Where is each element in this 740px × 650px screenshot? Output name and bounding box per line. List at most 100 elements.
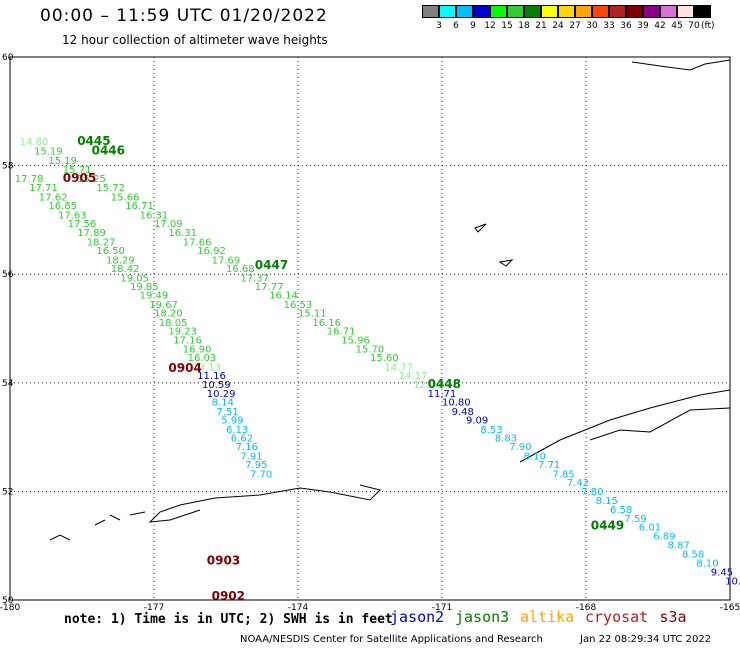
legend-label: 9 [470,21,476,31]
pass-time-label: 0448 [428,377,461,391]
legend-label: 27 [569,21,581,31]
legend-swatch [694,5,711,18]
swh-value: 9.45 [711,568,733,579]
swh-value: 15.70 [356,344,385,355]
pass-time-label: 0449 [591,518,624,532]
legend-label: 70 [688,21,700,31]
legend-label: 6 [453,21,459,31]
legend-swatch [592,5,609,18]
satellite-name: cryosat [585,608,649,626]
legend-label: 36 [620,21,632,31]
pass-time-label: 0446 [92,144,125,158]
swh-value: 15.60 [370,353,399,364]
swh-value: 16.71 [125,201,154,212]
lon-tick-label: -177 [144,603,164,613]
swh-value: 15.66 [111,192,140,203]
swh-value: 8.58 [682,550,704,561]
swh-value: 8.87 [668,540,690,551]
swh-value: 19.49 [140,291,169,302]
pribilof-islands [474,223,514,267]
swh-value: 8.15 [596,496,618,507]
legend-label: 21 [535,21,547,31]
chart-title: 00:00 – 11:59 UTC 01/20/2022 [40,6,328,26]
legend-label: 18 [518,21,530,31]
swh-value: 9.48 [452,407,474,418]
pass-time-label: 0905 [63,171,96,185]
swh-value: 15.72 [96,183,125,194]
swh-value: 11.71 [428,389,457,400]
legend-label: 24 [552,21,564,31]
swh-value: 17.77 [255,282,284,293]
swh-value: 17.62 [39,192,68,203]
swh-value: 15.96 [341,336,370,347]
lat-tick-label: 54 [2,379,14,389]
swh-value: 6.58 [610,505,632,516]
legend-swatch [609,5,626,18]
legend-swatch [541,5,558,18]
swh-value: 16.53 [284,300,313,311]
swh-value: 17.71 [29,183,58,194]
lat-tick-label: 52 [2,487,13,497]
lon-tick-label: -174 [288,603,309,613]
legend-swatch [575,5,592,18]
pass-time-label: 0902 [212,589,245,603]
legend-swatch [643,5,660,18]
swh-value: 10.76 [725,576,740,587]
footer-timestamp: Jan 22 08:29:34 UTC 2022 [580,634,712,645]
lat-tick-label: 56 [2,270,14,280]
swh-value: 18.20 [154,309,183,320]
satellite-name: altika [520,608,575,626]
swh-value: 6.01 [639,522,661,533]
chart-subtitle: 12 hour collection of altimeter wave hei… [62,33,328,47]
lat-tick-label: 50 [2,596,14,606]
legend-swatch [456,5,473,18]
legend-swatch [490,5,507,18]
swh-value: 18.42 [111,264,140,275]
legend-swatch [660,5,677,18]
satellite-name: jason3 [455,608,510,626]
swh-value: 17.69 [212,255,241,266]
swh-value: 15.19 [34,147,63,158]
swh-value: 16.31 [168,228,197,239]
swh-value: 19.67 [149,300,178,311]
lon-tick-label: -171 [432,603,452,613]
swh-value: 16.16 [312,318,341,329]
swh-value: 6.62 [231,433,253,444]
legend-swatch [524,5,541,18]
legend-unit: (ft) [701,21,715,31]
swh-value: 14.80 [20,137,49,148]
legend-label: 42 [654,21,666,31]
lat-tick-label: 58 [2,162,14,172]
footer-credit: NOAA/NESDIS Center for Satellite Applica… [240,634,543,645]
swh-value: 16.14 [269,291,298,302]
legend-swatch [558,5,575,18]
satellite-name: s3a [659,608,687,626]
swh-value: 17.66 [183,237,212,248]
swh-value: 13.13 [192,362,221,373]
swh-value: 17.78 [15,174,44,185]
swh-value: 7.85 [552,469,574,480]
legend-swatch [473,5,490,18]
legend-label: 15 [501,21,513,31]
swh-value: 19.23 [168,326,197,337]
swh-value: 7.91 [240,451,262,462]
legend-label: 30 [586,21,598,31]
swh-value: 7.71 [538,460,560,471]
legend-label: 33 [603,21,615,31]
swh-value: 16.68 [226,264,255,275]
swh-value: 18.05 [159,318,188,329]
swh-value: 17.89 [77,228,106,239]
swh-value: 10.80 [442,398,471,409]
aleutian-islands-west [49,511,146,541]
lat-tick-label: 60 [2,53,14,63]
swh-value: 12.84 [413,380,442,391]
alaska-coast [631,59,731,71]
legend-label: 45 [671,21,683,31]
swh-value: 19.85 [130,282,159,293]
swh-value: 11.16 [197,371,226,382]
swh-value: 6.89 [653,532,675,543]
swh-value: 15.19 [48,156,77,167]
swh-value: 6.13 [226,425,248,436]
swh-value: 7.51 [216,407,238,418]
pass-time-label: 0904 [168,361,201,375]
